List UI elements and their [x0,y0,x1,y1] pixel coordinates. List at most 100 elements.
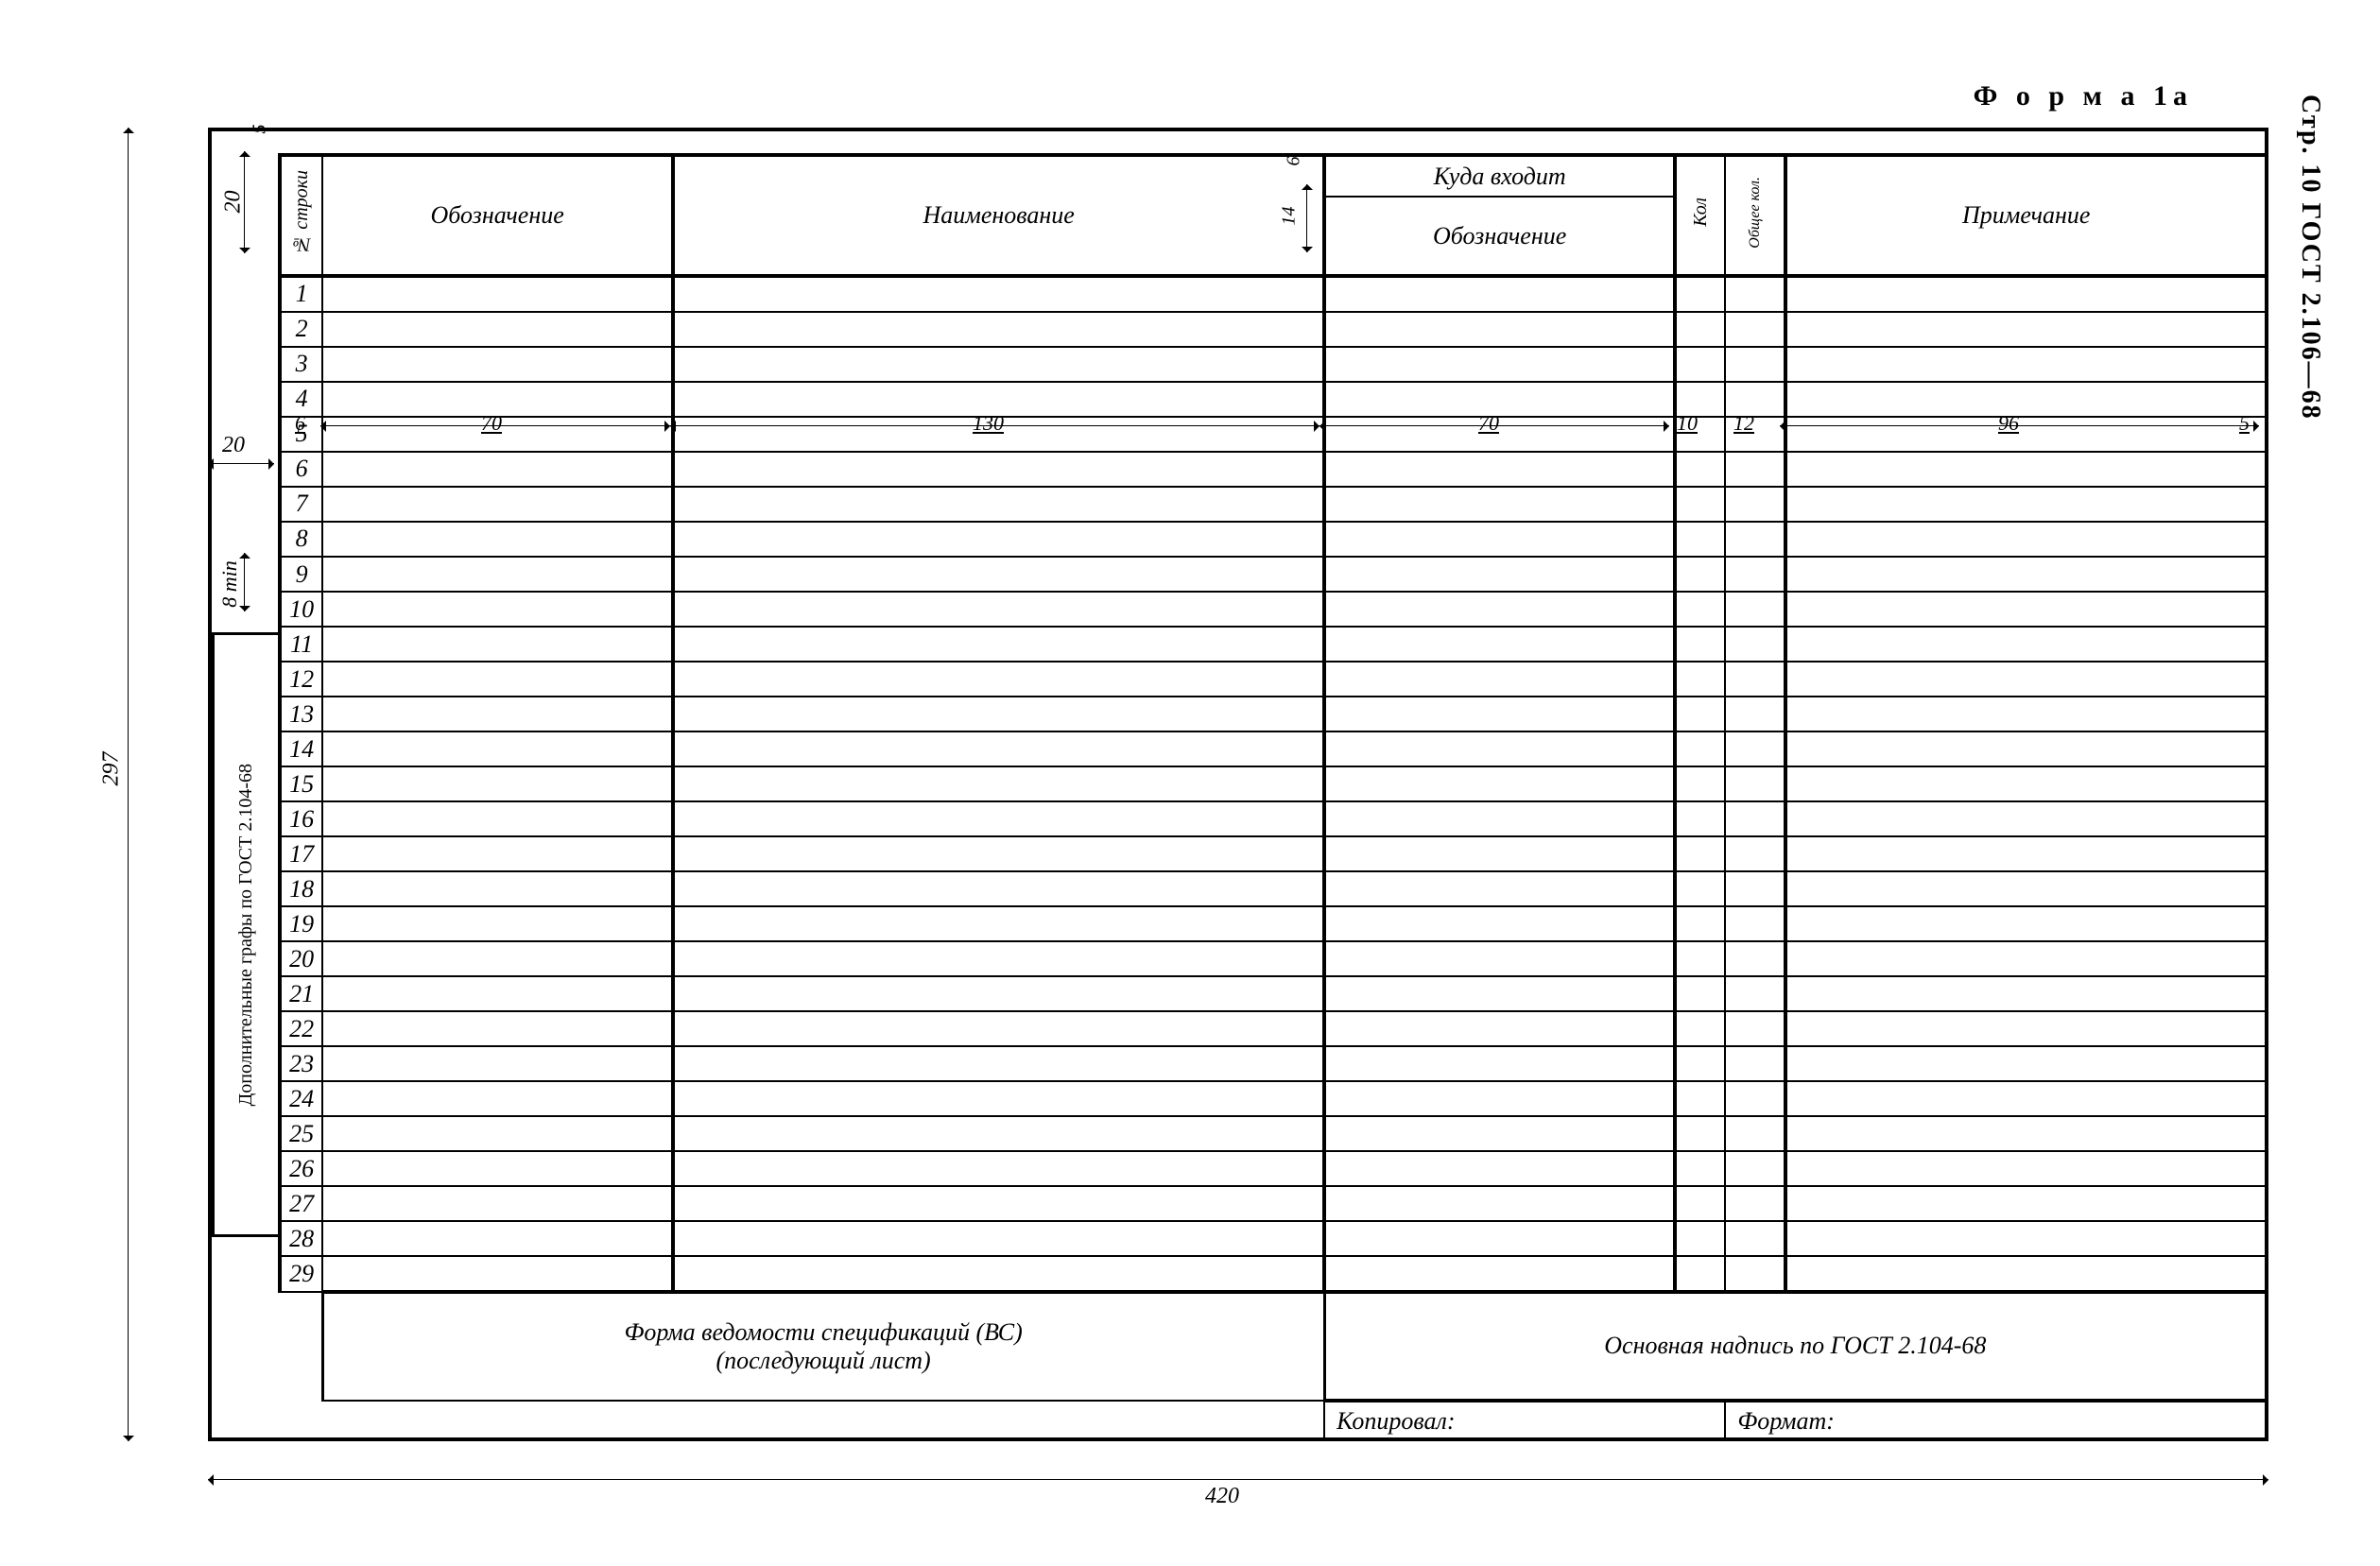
footer-format: Формат: [1725,1401,2267,1440]
row-number: 6 [280,452,322,487]
cell-kuda-design [1324,1186,1675,1221]
row-number: 20 [280,941,322,976]
cell-kol [1675,697,1725,731]
cell-name [673,382,1324,417]
cell-kuda-design [1324,1116,1675,1151]
table-row: 11 [280,627,2267,662]
cell-designation [322,522,673,557]
footer-row: Форма ведомости спецификаций (ВС) (после… [280,1292,2267,1402]
row-number: 5 [280,417,322,452]
cell-kuda-design [1324,697,1675,731]
cell-name [673,941,1324,976]
cell-obshee [1725,1151,1785,1186]
cell-name [673,697,1324,731]
cell-name [673,312,1324,347]
cell-kuda-design [1324,836,1675,871]
table-row: 15 [280,766,2267,801]
dim-arrow-height [128,128,129,1441]
col-header-obshee: Общее кол. [1725,155,1785,275]
cell-name [673,1116,1324,1151]
cell-kuda-design [1324,557,1675,592]
row-number: 16 [280,801,322,836]
cell-kuda-design [1324,1011,1675,1046]
row-number: 8 [280,522,322,557]
row-number: 28 [280,1221,322,1256]
col-header-name: Наименование [673,155,1324,275]
cell-note [1785,731,2267,766]
row-number: 15 [280,766,322,801]
row-number: 7 [280,487,322,522]
cell-obshee [1725,452,1785,487]
cell-note [1785,522,2267,557]
col-header-designation: Обозначение [322,155,673,275]
table-row: 4 [280,382,2267,417]
cell-name [673,731,1324,766]
table-row: 17 [280,836,2267,871]
cell-kuda-design [1324,276,1675,312]
cell-name [673,522,1324,557]
cell-kuda-design [1324,871,1675,906]
cell-designation [322,452,673,487]
cell-kol [1675,1046,1725,1081]
cell-kuda-design [1324,731,1675,766]
row-number: 19 [280,906,322,941]
cell-kol [1675,941,1725,976]
cell-name [673,347,1324,382]
cell-kol [1675,1011,1725,1046]
table-row: 26 [280,1151,2267,1186]
table-row: 20 [280,941,2267,976]
cell-name [673,1186,1324,1221]
cell-name [673,1221,1324,1256]
cell-designation [322,1046,673,1081]
cell-kol [1675,1256,1725,1291]
cell-designation [322,382,673,417]
cell-kol [1675,592,1725,627]
cell-name [673,452,1324,487]
cell-note [1785,1186,2267,1221]
cell-kuda-design [1324,801,1675,836]
cell-designation [322,627,673,662]
cell-note [1785,871,2267,906]
cell-kuda-design [1324,1256,1675,1291]
row-number: 21 [280,976,322,1011]
table-row: 14 [280,731,2267,766]
col-header-note: Примечание [1785,155,2267,275]
cell-designation [322,731,673,766]
footer-kopir: Копировал: [1324,1401,1725,1440]
cell-kol [1675,522,1725,557]
row-number: 12 [280,662,322,697]
cell-obshee [1725,697,1785,731]
cell-designation [322,801,673,836]
col-header-kuda-design: Обозначение [1324,197,1675,275]
cell-kuda-design [1324,1081,1675,1116]
col-header-kol: Кол [1675,155,1725,275]
cell-name [673,801,1324,836]
cell-obshee [1725,976,1785,1011]
cell-kuda-design [1324,941,1675,976]
cell-kol [1675,1221,1725,1256]
cell-note [1785,1256,2267,1291]
table-row: 7 [280,487,2267,522]
cell-note [1785,801,2267,836]
cell-note [1785,906,2267,941]
cell-obshee [1725,347,1785,382]
cell-designation [322,941,673,976]
cell-kol [1675,557,1725,592]
outer-frame: Дополнительные графы по ГОСТ 2.104-68 [208,128,2268,1441]
cell-kuda-design [1324,592,1675,627]
table-row: 2 [280,312,2267,347]
cell-obshee [1725,627,1785,662]
cell-obshee [1725,1081,1785,1116]
dim-arrow-width [208,1479,2268,1480]
cell-note [1785,1011,2267,1046]
cell-kol [1675,801,1725,836]
cell-kuda-design [1324,766,1675,801]
cell-kol [1675,836,1725,871]
dim-420: 420 [1205,1484,1239,1509]
cell-name [673,906,1324,941]
cell-note [1785,417,2267,452]
cell-obshee [1725,1186,1785,1221]
cell-kuda-design [1324,347,1675,382]
cell-kuda-design [1324,1151,1675,1186]
row-number: 13 [280,697,322,731]
